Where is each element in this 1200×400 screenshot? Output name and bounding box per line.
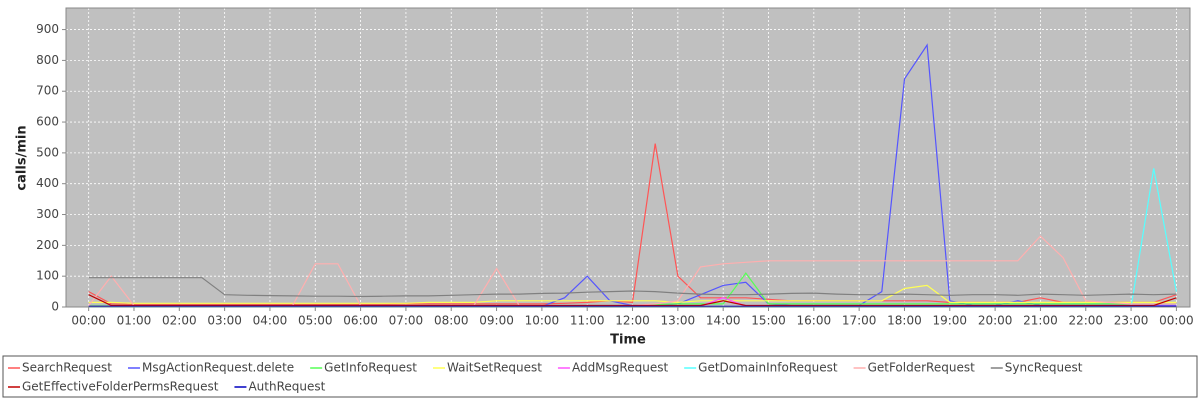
y-tick-label: 800 (36, 53, 59, 67)
x-tick-label: 05:00 (298, 314, 333, 328)
y-tick-label: 500 (36, 145, 59, 159)
series-line (88, 294, 1177, 307)
legend-label: AuthRequest (248, 380, 325, 394)
y-tick-label: 700 (36, 84, 59, 98)
x-tick-label: 06:00 (343, 314, 378, 328)
x-tick-label: 19:00 (932, 314, 967, 328)
legend-label: GetEffectiveFolderPermsRequest (22, 380, 219, 394)
plot-area (65, 7, 1191, 308)
legend-label: MsgActionRequest.delete (142, 361, 294, 375)
y-tick-label: 200 (36, 238, 59, 252)
y-tick-label: 0 (51, 300, 59, 314)
x-tick-label: 04:00 (253, 314, 288, 328)
x-tick-label: 03:00 (207, 314, 242, 328)
legend-label: GetFolderRequest (868, 361, 976, 375)
x-tick-label: 01:00 (117, 314, 152, 328)
x-tick-label: 18:00 (887, 314, 922, 328)
x-tick-label: 22:00 (1068, 314, 1103, 328)
legend-label: AddMsgRequest (572, 361, 668, 375)
legend-label: WaitSetRequest (447, 361, 542, 375)
y-axis-title: calls/min (15, 125, 30, 190)
x-tick-label: 07:00 (389, 314, 424, 328)
x-tick-label: 20:00 (978, 314, 1013, 328)
series-line (88, 284, 1177, 304)
x-tick-label: 17:00 (842, 314, 877, 328)
x-tick-label: 13:00 (661, 314, 696, 328)
legend-label: SyncRequest (1005, 361, 1083, 375)
y-tick-label: 400 (36, 176, 59, 190)
y-tick-label: 100 (36, 269, 59, 283)
legend-label: SearchRequest (22, 361, 112, 375)
legend-label: GetDomainInfoRequest (698, 361, 838, 375)
x-tick-label: 12:00 (615, 314, 650, 328)
y-tick-label: 300 (36, 207, 59, 221)
x-tick-label: 10:00 (525, 314, 560, 328)
x-tick-label: 08:00 (434, 314, 469, 328)
series-line (88, 277, 1177, 298)
x-axis-title: Time (610, 333, 646, 348)
legend-label: GetInfoRequest (324, 361, 417, 375)
x-tick-label: 15:00 (751, 314, 786, 328)
y-tick-label: 600 (36, 115, 59, 129)
x-tick-label: 21:00 (1023, 314, 1058, 328)
x-tick-label: 11:00 (570, 314, 605, 328)
x-tick-label: 00:00 (1159, 314, 1194, 328)
x-tick-label: 02:00 (162, 314, 197, 328)
x-tick-label: 00:00 (71, 314, 106, 328)
x-tick-label: 14:00 (706, 314, 741, 328)
y-tick-label: 900 (36, 22, 59, 36)
x-tick-label: 09:00 (479, 314, 514, 328)
legend (2, 355, 1198, 398)
x-tick-label: 16:00 (797, 314, 832, 328)
x-tick-label: 23:00 (1114, 314, 1149, 328)
plot-border (65, 7, 1191, 308)
